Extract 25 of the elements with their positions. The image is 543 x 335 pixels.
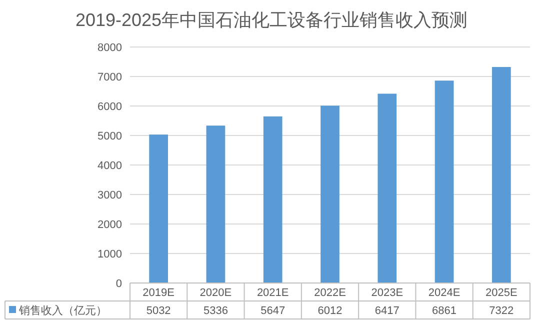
data-label: 5032: [146, 305, 171, 317]
y-tick-label: 8000: [98, 42, 122, 54]
data-label: 7322: [489, 305, 514, 317]
legend-label: 销售收入（亿元）: [18, 304, 107, 317]
y-tick-label: 4000: [98, 160, 122, 172]
x-tick-label: 2023E: [371, 287, 404, 299]
x-tick-label: 2025E: [486, 287, 518, 299]
x-tick-label: 2020E: [200, 287, 232, 299]
y-tick-label: 7000: [98, 72, 122, 84]
x-tick-label: 2022E: [314, 287, 346, 299]
x-tick-label: 2024E: [428, 287, 460, 299]
y-tick-label: 2000: [98, 219, 122, 231]
y-tick-label: 6000: [98, 101, 122, 113]
data-label: 6861: [432, 305, 457, 317]
data-label: 5336: [203, 305, 228, 317]
x-tick-label: 2019E: [142, 287, 174, 299]
y-tick-label: 1000: [98, 248, 122, 260]
data-label: 5647: [260, 305, 286, 317]
data-label: 6417: [374, 305, 400, 317]
data-label: 6012: [318, 305, 342, 317]
chart-title: 2019-2025年中国石油化工设备行业销售收入预测: [75, 10, 468, 30]
y-tick-label: 5000: [98, 130, 122, 142]
x-tick-label: 2021E: [256, 287, 289, 299]
y-tick-label: 3000: [98, 190, 122, 202]
y-tick-label: 0: [116, 278, 122, 290]
